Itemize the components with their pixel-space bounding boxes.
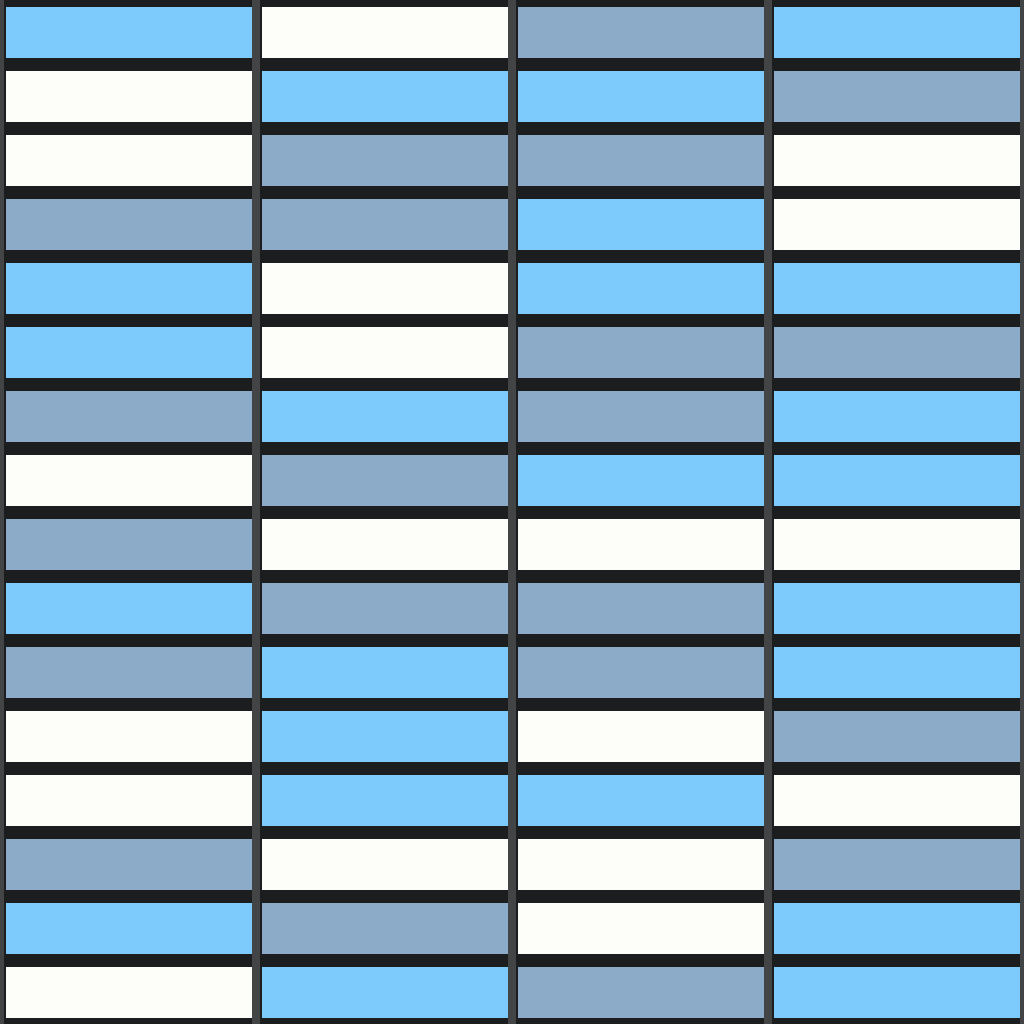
tile[interactable] — [262, 263, 510, 314]
tile[interactable] — [6, 519, 254, 570]
tile[interactable] — [774, 391, 1022, 442]
tile[interactable] — [518, 583, 766, 634]
tile[interactable] — [774, 455, 1022, 506]
tile[interactable] — [262, 711, 510, 762]
tile[interactable] — [774, 327, 1022, 378]
tile[interactable] — [6, 263, 254, 314]
tile[interactable] — [774, 647, 1022, 698]
tile[interactable] — [262, 7, 510, 58]
column-divider — [252, 0, 260, 1024]
tile[interactable] — [518, 839, 766, 890]
tile[interactable] — [262, 135, 510, 186]
tile[interactable] — [518, 775, 766, 826]
tile[interactable] — [262, 647, 510, 698]
tile-column-3 — [518, 0, 766, 1024]
tile[interactable] — [6, 583, 254, 634]
tile[interactable] — [774, 71, 1022, 122]
tile-column-1 — [6, 0, 254, 1024]
tile[interactable] — [518, 199, 766, 250]
tile[interactable] — [262, 391, 510, 442]
tile[interactable] — [518, 263, 766, 314]
tile[interactable] — [774, 7, 1022, 58]
tile-column-4 — [774, 0, 1022, 1024]
tile[interactable] — [6, 199, 254, 250]
tile[interactable] — [774, 903, 1022, 954]
tile[interactable] — [518, 391, 766, 442]
tile[interactable] — [774, 839, 1022, 890]
tile[interactable] — [262, 519, 510, 570]
tile[interactable] — [774, 967, 1022, 1018]
tile[interactable] — [6, 839, 254, 890]
tile[interactable] — [262, 583, 510, 634]
tile[interactable] — [6, 647, 254, 698]
tile[interactable] — [774, 135, 1022, 186]
column-divider — [764, 0, 772, 1024]
tile[interactable] — [518, 135, 766, 186]
tile[interactable] — [774, 519, 1022, 570]
tile[interactable] — [6, 967, 254, 1018]
tile[interactable] — [6, 455, 254, 506]
tile[interactable] — [262, 839, 510, 890]
tile[interactable] — [518, 327, 766, 378]
tile[interactable] — [518, 519, 766, 570]
tile[interactable] — [6, 135, 254, 186]
tile[interactable] — [262, 455, 510, 506]
tile[interactable] — [6, 7, 254, 58]
tile[interactable] — [518, 967, 766, 1018]
tile[interactable] — [518, 647, 766, 698]
tile[interactable] — [774, 711, 1022, 762]
tile[interactable] — [774, 199, 1022, 250]
tile[interactable] — [774, 583, 1022, 634]
tile[interactable] — [262, 199, 510, 250]
tile[interactable] — [262, 71, 510, 122]
tile[interactable] — [262, 967, 510, 1018]
tile[interactable] — [774, 263, 1022, 314]
tile[interactable] — [6, 71, 254, 122]
tile[interactable] — [262, 903, 510, 954]
tile[interactable] — [518, 903, 766, 954]
column-divider — [508, 0, 516, 1024]
tile[interactable] — [774, 775, 1022, 826]
tile[interactable] — [6, 903, 254, 954]
tile[interactable] — [262, 327, 510, 378]
tile[interactable] — [518, 455, 766, 506]
column-divider — [1020, 0, 1024, 1024]
tile[interactable] — [518, 711, 766, 762]
tile[interactable] — [518, 71, 766, 122]
tile[interactable] — [6, 391, 254, 442]
tile[interactable] — [6, 775, 254, 826]
tile[interactable] — [6, 327, 254, 378]
tile[interactable] — [262, 775, 510, 826]
column-divider — [0, 0, 4, 1024]
tile[interactable] — [518, 7, 766, 58]
tile-column-2 — [262, 0, 510, 1024]
tile[interactable] — [6, 711, 254, 762]
